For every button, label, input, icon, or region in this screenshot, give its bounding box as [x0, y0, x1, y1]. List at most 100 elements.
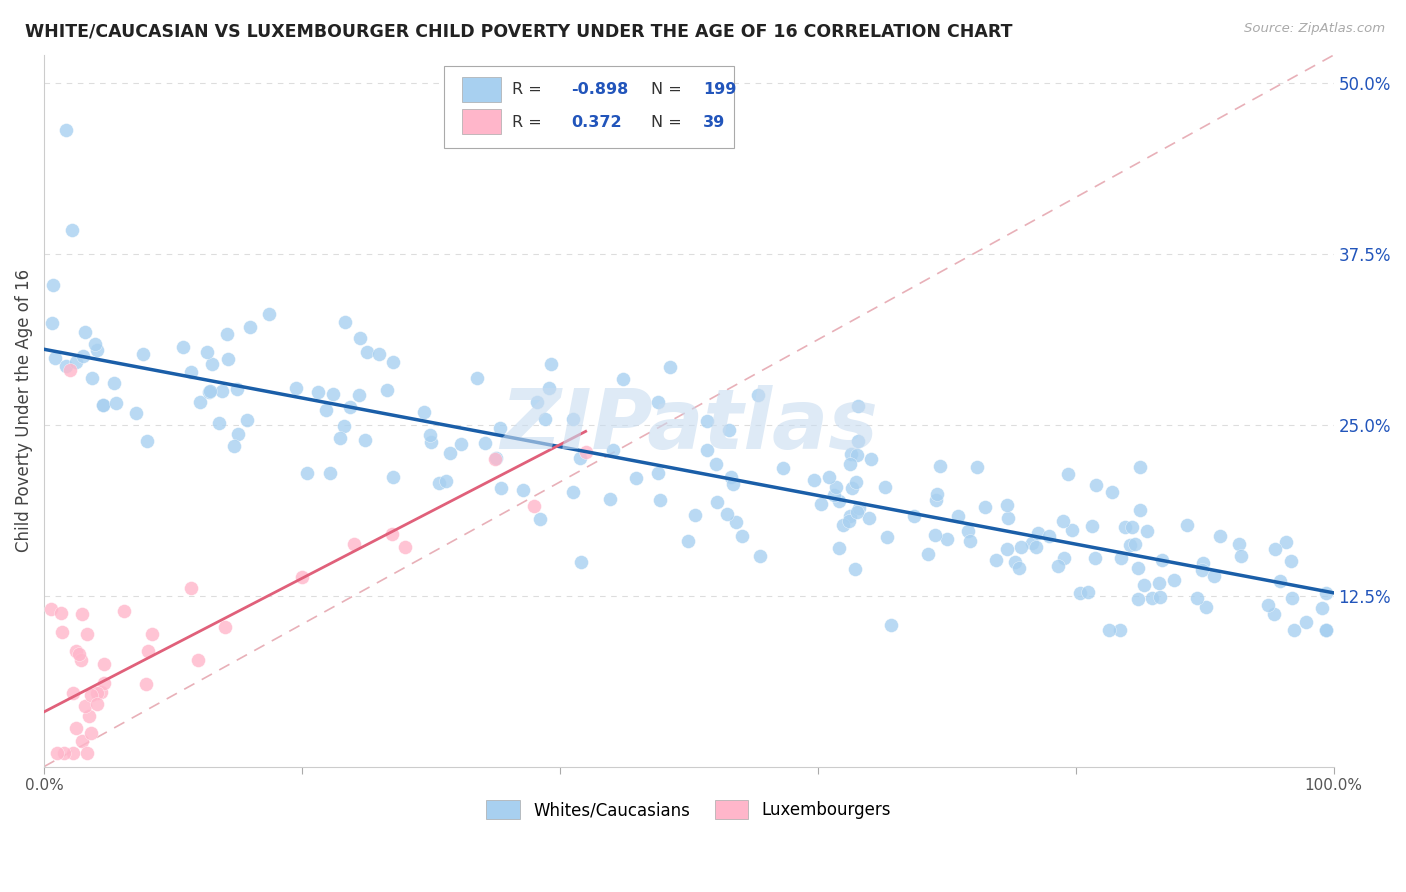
Point [1257, 599, 1279, 613]
Point [125, 406, 148, 420]
Point [1295, 615, 1317, 629]
Point [67, 647, 90, 661]
Point [1129, 460, 1152, 475]
Point [828, 494, 851, 508]
Point [1275, 535, 1298, 549]
Point [612, 372, 634, 386]
Point [368, 347, 391, 361]
Point [1315, 623, 1337, 637]
Point [838, 514, 860, 528]
Point [235, 412, 257, 426]
Legend: Whites/Caucasians, Luxembourgers: Whites/Caucasians, Luxembourgers [479, 793, 898, 826]
Point [1230, 549, 1253, 563]
Point [489, 420, 512, 434]
Point [291, 570, 314, 584]
Point [846, 434, 869, 448]
Point [84, 337, 107, 351]
Y-axis label: Child Poverty Under the Age of 16: Child Poverty Under the Age of 16 [15, 269, 32, 552]
Point [90, 685, 112, 699]
Point [1192, 557, 1215, 571]
Point [569, 555, 592, 569]
Text: -0.898: -0.898 [571, 82, 628, 97]
Text: Source: ZipAtlas.com: Source: ZipAtlas.com [1244, 22, 1385, 36]
Point [55, 359, 77, 373]
Point [706, 495, 728, 509]
Point [188, 395, 211, 409]
Point [208, 417, 231, 431]
Point [474, 435, 496, 450]
Point [80, 688, 103, 702]
Point [353, 433, 375, 447]
Point [828, 541, 851, 555]
Point [76, 627, 98, 641]
Point [342, 537, 364, 551]
Point [1004, 555, 1026, 569]
Point [319, 466, 342, 480]
Point [839, 509, 862, 524]
Point [1163, 573, 1185, 587]
Point [1140, 591, 1163, 605]
Point [1084, 551, 1107, 566]
Point [187, 653, 209, 667]
Point [1310, 600, 1333, 615]
Point [86, 697, 108, 711]
Point [211, 384, 233, 398]
Point [720, 470, 742, 484]
Point [39, 602, 62, 616]
Point [928, 459, 950, 474]
Point [1085, 477, 1108, 491]
Point [846, 399, 869, 413]
Point [485, 450, 508, 465]
Point [93, 676, 115, 690]
Point [602, 442, 624, 457]
Point [49, 606, 72, 620]
Point [228, 426, 250, 441]
Point [696, 414, 718, 428]
Point [226, 383, 249, 397]
Point [93, 657, 115, 671]
Point [845, 449, 868, 463]
Point [1133, 578, 1156, 592]
Point [427, 476, 450, 491]
Point [41, 316, 63, 330]
Point [322, 386, 344, 401]
Point [678, 533, 700, 548]
Point [575, 445, 598, 459]
Point [1227, 536, 1250, 550]
Point [217, 326, 239, 341]
Text: N =: N = [651, 115, 682, 130]
Point [112, 604, 135, 618]
Point [77, 708, 100, 723]
Point [91, 398, 114, 412]
Text: N =: N = [651, 82, 682, 97]
Point [966, 460, 988, 475]
Point [946, 509, 969, 524]
Point [858, 511, 880, 525]
Point [696, 443, 718, 458]
Point [1126, 560, 1149, 574]
Text: 199: 199 [703, 82, 737, 97]
Point [1069, 586, 1091, 600]
Point [214, 620, 236, 634]
Point [523, 499, 546, 513]
Point [924, 528, 946, 542]
Point [526, 394, 548, 409]
Point [839, 447, 862, 461]
Point [131, 346, 153, 360]
Point [356, 344, 378, 359]
Point [65, 721, 87, 735]
Point [394, 540, 416, 554]
Point [72, 349, 94, 363]
Point [1101, 485, 1123, 500]
Point [825, 480, 848, 494]
Point [382, 469, 405, 483]
Point [724, 516, 747, 530]
Point [648, 492, 671, 507]
Point [956, 524, 979, 538]
Point [1052, 514, 1074, 528]
Point [704, 458, 727, 472]
Point [845, 475, 868, 490]
Point [1026, 526, 1049, 541]
Point [717, 423, 740, 437]
Point [91, 399, 114, 413]
